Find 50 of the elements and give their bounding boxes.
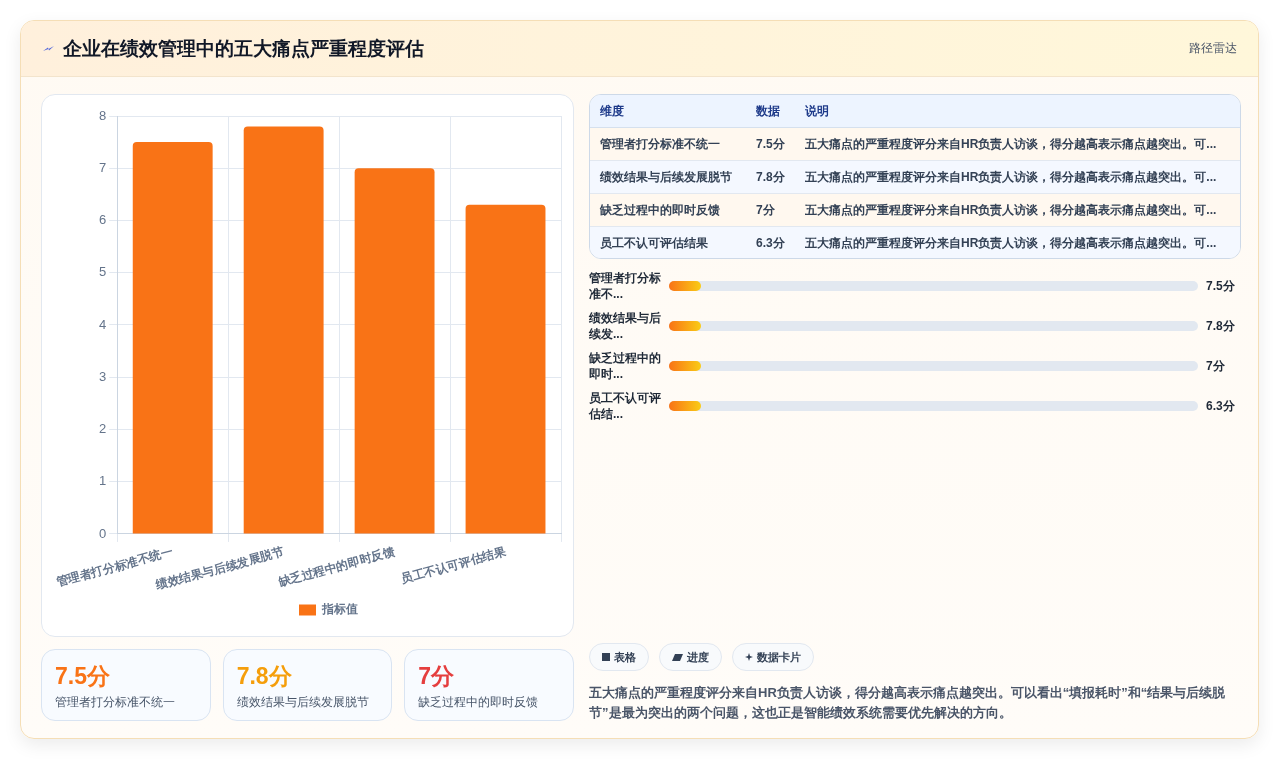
text: 7.5分 <box>55 663 110 689</box>
y-tick-label: 8 <box>99 107 107 123</box>
text: 7.8分 <box>236 663 292 689</box>
y-tick-label: 0 <box>99 525 107 541</box>
bar <box>465 204 546 534</box>
category-label: 员工不认可评估结... <box>589 390 662 422</box>
text: 7分 <box>756 202 775 217</box>
text: 管理者打分标准不统一 <box>600 136 720 151</box>
category-label: 缺乏过程中的即时反馈 <box>418 694 540 710</box>
text: 路径雷达 <box>1189 40 1237 57</box>
text: 五大痛点的严重程度评分来自HR负责人访谈，得分越高表示痛点越突出。可... <box>805 202 1217 217</box>
text: 五大痛点的严重程度评分来自HR负责人访谈，得分越高表示痛点越突出。可... <box>805 236 1217 250</box>
chart-title: 企业在绩效管理中的五大痛点严重程度评估 <box>63 36 424 61</box>
y-tick-label: 5 <box>99 264 107 280</box>
text: 7分 <box>1206 358 1225 373</box>
category-label: 说明 <box>805 103 829 118</box>
y-tick-label: 2 <box>99 421 107 437</box>
category-label: 进度 <box>687 649 709 665</box>
category-label: 管理者打分标准不... <box>589 270 662 302</box>
text: 员工不认可评估结果 <box>600 236 708 250</box>
bar <box>354 168 435 534</box>
text: 7.8分 <box>756 169 785 184</box>
y-tick-label: 1 <box>99 473 107 489</box>
text: 五大痛点的严重程度评分来自HR负责人访谈，得分越高表示痛点越突出。可... <box>805 136 1217 151</box>
category-label: 维度 <box>600 103 624 118</box>
category-label: 数据卡片 <box>757 649 801 665</box>
bar <box>243 126 324 534</box>
y-tick-label: 4 <box>99 316 107 332</box>
bar <box>132 142 213 534</box>
text: 五大痛点的严重程度评分来自HR负责人访谈，得分越高表示痛点越突出。可以看出“填报耗时”和“结果与后续脱节”是最为突出的两个问题，这也正是智能绩效系统需要优先解决的方向。 <box>589 684 1227 722</box>
text: 缺乏过程中的即时反馈 <box>600 202 720 217</box>
legend-label: 指标值 <box>321 602 358 617</box>
category-label: 表格 <box>614 649 636 665</box>
text: 7.5分 <box>756 136 785 151</box>
text: 6.3分 <box>756 236 785 250</box>
y-tick-label: 7 <box>99 159 107 175</box>
text: 7.8分 <box>1206 318 1235 333</box>
text: 五大痛点的严重程度评分来自HR负责人访谈，得分越高表示痛点越突出。可... <box>805 169 1217 184</box>
category-label: 绩效结果与后续发... <box>589 310 662 342</box>
text: 6.3分 <box>1206 398 1235 413</box>
category-label: 管理者打分标准不统一 <box>55 694 176 710</box>
text: 7.5分 <box>1206 278 1235 293</box>
category-label: 数据 <box>756 103 780 118</box>
text: 绩效结果与后续发展脱节 <box>600 169 732 184</box>
text: 7分 <box>418 663 455 689</box>
category-label: 绩效结果与后续发展脱节 <box>236 694 370 710</box>
y-tick-label: 6 <box>99 212 107 228</box>
category-label: 缺乏过程中的即时... <box>589 350 662 382</box>
x-tick-label: 员工不认可评估结果 <box>399 544 509 586</box>
y-tick-label: 3 <box>99 368 107 384</box>
